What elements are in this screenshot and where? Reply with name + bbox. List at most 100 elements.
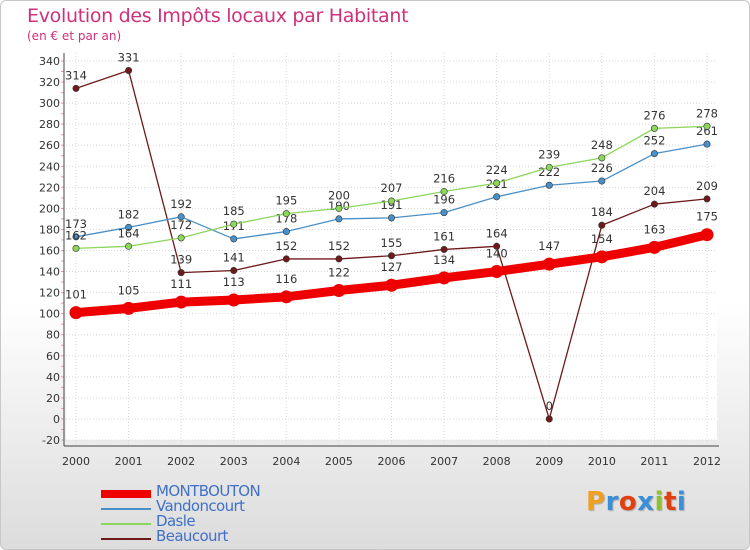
x-tick-label: 2004 [272,455,300,468]
data-point [650,200,658,208]
data-point [282,210,290,218]
logo-letter: x [637,487,655,517]
data-label: 122 [328,266,350,280]
proxiti-logo: Proxiti [586,487,686,517]
data-point [650,124,658,132]
data-label: 261 [696,124,718,138]
data-label: 239 [538,147,560,161]
data-point [595,250,609,264]
y-tick-label: 140 [39,266,60,279]
x-tick-label: 2002 [167,455,195,468]
data-label: 164 [118,226,140,240]
y-tick-label: 240 [39,160,60,173]
logo-letter: i [654,487,664,517]
data-label: 140 [486,247,508,261]
data-label: 147 [538,239,560,253]
legend-label: Dasle [156,512,196,530]
data-label: 196 [433,193,455,207]
data-point [545,163,553,171]
legend-swatch [101,538,151,540]
data-point [174,295,188,309]
legend-label: MONTBOUTON [156,482,261,500]
y-tick-label: 260 [39,139,60,152]
data-point [437,271,451,285]
data-label: 152 [328,239,350,253]
data-point [387,252,395,260]
data-label: 134 [433,253,455,267]
data-point [598,221,606,229]
data-label: 101 [65,288,87,302]
y-tick-label: 300 [39,97,60,110]
x-tick-label: 2001 [115,455,143,468]
x-tick-label: 2005 [325,455,353,468]
x-tick-label: 2003 [220,455,248,468]
data-label: 116 [275,272,297,286]
series-dasle: 162 164 172 185 195 200 207 216 224 239 248 276 278 [65,106,718,252]
data-point [69,306,83,320]
data-point [125,223,133,231]
data-point [385,278,398,292]
data-point [230,267,238,275]
data-label: 207 [381,181,403,195]
data-label: 195 [275,194,297,208]
data-label: 0 [546,399,553,413]
data-point [177,213,185,221]
x-tick-label: 2000 [62,455,90,468]
y-tick-label: 60 [46,350,60,363]
data-point [177,234,185,242]
data-point [122,301,136,315]
data-label: 200 [328,188,350,202]
data-point [387,214,395,222]
data-point [282,255,290,263]
data-point [493,179,501,187]
data-label: 226 [591,161,613,175]
x-tick-label: 2006 [378,455,406,468]
y-tick-label: 220 [39,181,60,194]
y-tick-label: 80 [46,329,60,342]
data-point [335,215,343,223]
y-tick-label: 180 [39,223,60,236]
data-label: 278 [696,106,718,120]
data-point [440,209,448,217]
data-point [125,66,133,74]
data-label: 161 [433,229,455,243]
data-label: 141 [223,251,245,265]
data-point [490,265,504,279]
data-point [387,197,395,205]
data-point [545,415,553,423]
data-label: 127 [381,260,403,274]
legend-swatch [101,508,151,510]
data-label: 182 [118,207,140,221]
data-point [72,84,80,92]
data-label: 248 [591,138,613,152]
data-label: 185 [223,204,245,218]
legend-label: Vandoncourt [156,497,245,515]
chart-title: Evolution des Impôts locaux par Habitant [27,5,409,27]
data-label: 216 [433,172,455,186]
data-label: 164 [486,226,508,240]
data-point [177,269,185,277]
data-point [332,284,346,298]
data-label: 162 [65,228,87,242]
data-label: 173 [65,217,87,231]
series-beaucourt: 314 331 139 141 152 152 155 161 164 0 184 204 209 [65,50,718,423]
data-point [493,242,501,250]
legend-label: Beaucourt [156,527,228,545]
data-label: 113 [223,275,245,289]
logo-letter: o [618,487,638,517]
y-tick-label: 20 [46,392,60,405]
y-tick-label: 0 [53,413,60,426]
data-label: 139 [170,253,192,267]
data-label: 192 [170,197,192,211]
x-tick-label: 2007 [430,455,458,468]
data-label: 184 [591,205,613,219]
logo-letter: t [663,487,677,517]
data-point [440,245,448,253]
series-vandoncourt: 173182192171178190191196211222226252261 [65,124,718,243]
x-tick-label: 2012 [693,455,721,468]
data-label: 105 [118,283,140,297]
y-tick-label: 40 [46,371,60,384]
y-tick-label: 120 [39,287,60,300]
